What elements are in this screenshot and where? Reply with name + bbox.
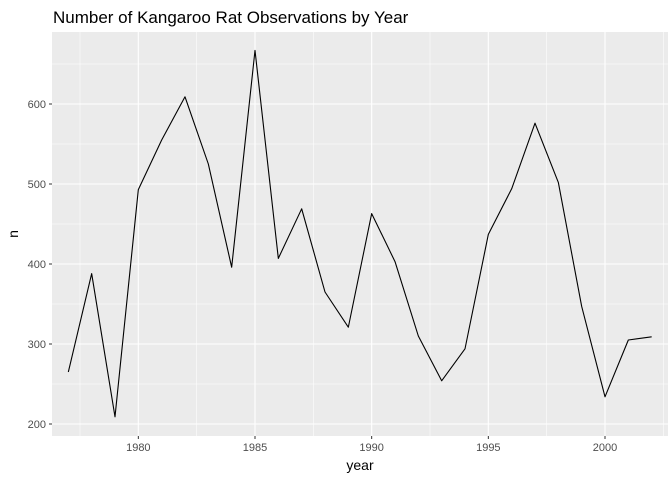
chart-title: Number of Kangaroo Rat Observations by Y… <box>53 8 409 27</box>
y-tick-label: 400 <box>28 259 46 271</box>
series-line <box>67 49 652 418</box>
x-tick-label: 1980 <box>126 442 150 454</box>
x-tick-label: 1985 <box>243 442 267 454</box>
major-gridlines <box>52 32 668 436</box>
x-axis: 1980 1985 1990 1995 2000 <box>126 436 617 454</box>
x-tick-label: 1990 <box>359 442 383 454</box>
y-axis-title: n <box>5 230 21 238</box>
y-tick-label: 500 <box>28 179 46 191</box>
y-axis: 200 300 400 500 600 <box>28 99 52 431</box>
x-tick-label: 1995 <box>476 442 500 454</box>
y-tick-label: 600 <box>28 99 46 111</box>
y-tick-label: 300 <box>28 339 46 351</box>
plot-panel <box>52 32 668 436</box>
x-axis-title: year <box>346 457 374 473</box>
x-tick-label: 2000 <box>593 442 617 454</box>
minor-gridlines <box>52 32 668 436</box>
series-layer <box>67 49 652 418</box>
y-tick-label: 200 <box>28 419 46 431</box>
